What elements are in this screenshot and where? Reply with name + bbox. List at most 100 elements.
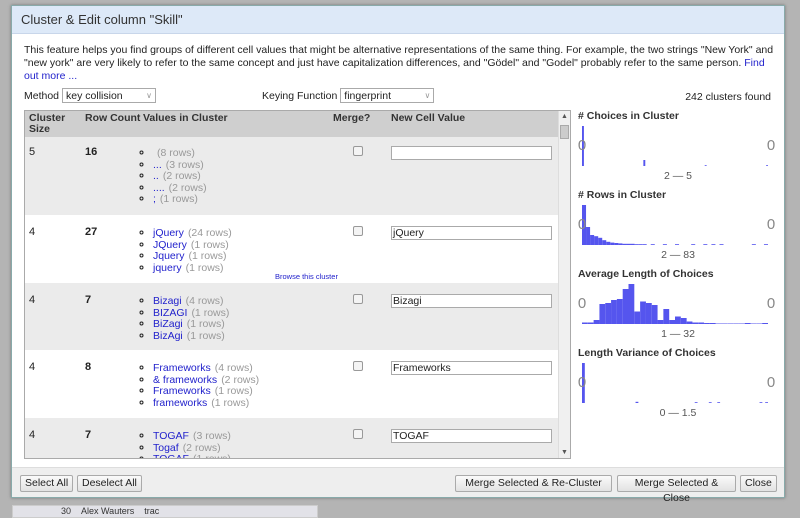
histogram-bar <box>766 165 768 166</box>
keying-function-select[interactable]: fingerprint ∨ <box>340 88 435 103</box>
histogram-bar <box>763 244 768 245</box>
histogram: Length Variance of Choices 0 — 1.5 0 0 <box>578 347 778 426</box>
range-handle[interactable]: 0 <box>767 216 775 233</box>
range-handle[interactable]: 0 <box>578 374 586 391</box>
histogram-bar <box>628 284 635 324</box>
cluster-value-link[interactable]: jQuery <box>153 227 184 239</box>
range-handle[interactable]: 0 <box>578 216 586 233</box>
col-cluster-size[interactable]: Cluster Size <box>29 112 66 135</box>
merge-recluster-button[interactable]: Merge Selected & Re-Cluster <box>455 475 612 492</box>
merge-checkbox[interactable] <box>353 146 363 156</box>
new-value-input[interactable]: jQuery <box>391 226 552 240</box>
find-out-more-link[interactable]: Find out more ... <box>24 57 765 82</box>
histogram-bar <box>587 322 594 324</box>
merge-close-button[interactable]: Merge Selected & Close <box>617 475 736 504</box>
select-all-button[interactable]: Select All <box>20 475 74 492</box>
table-header: Cluster Size Row Count Values in Cluster… <box>25 111 570 137</box>
range-handle[interactable]: 0 <box>767 295 775 312</box>
value-count: (1 rows) <box>185 261 224 274</box>
cluster-value-link[interactable]: frameworks <box>153 396 208 409</box>
range-handle[interactable]: 0 <box>767 374 775 391</box>
cluster-value-link[interactable]: & frameworks <box>153 373 218 386</box>
value-count: (1 rows) <box>188 250 227 262</box>
histogram-bar <box>756 323 763 324</box>
cluster-value: BIZAGI(1 rows) <box>153 306 333 320</box>
col-row-count[interactable]: Row Count <box>85 112 141 124</box>
histogram-bar <box>733 323 739 324</box>
dialog-title[interactable]: Cluster & Edit column "Skill" <box>12 6 784 34</box>
cluster-value-link[interactable]: Jquery <box>153 250 185 262</box>
histogram-bar <box>622 243 627 245</box>
row-count: 7 <box>85 294 92 306</box>
merge-checkbox[interactable] <box>353 294 363 304</box>
merge-checkbox[interactable] <box>353 429 363 439</box>
histogram-bar <box>680 318 687 324</box>
close-button[interactable]: Close <box>740 475 777 492</box>
new-value-input[interactable]: TOGAF <box>391 429 552 443</box>
histogram-bar <box>640 301 646 324</box>
histogram-bar <box>750 323 757 324</box>
cluster-value-link[interactable]: .. <box>153 170 159 182</box>
deselect-all-button[interactable]: Deselect All <box>77 475 142 492</box>
histogram-bar <box>645 303 652 324</box>
histogram-bar <box>638 244 643 245</box>
cluster-value-link[interactable]: BIZAGI <box>153 306 188 319</box>
method-select[interactable]: key collision ∨ <box>62 88 157 103</box>
histogram-bar <box>704 323 710 324</box>
cluster-value-link[interactable]: Frameworks <box>153 385 211 397</box>
histogram-title: # Choices in Cluster <box>578 110 679 122</box>
value-count: (1 rows) <box>191 306 230 319</box>
cluster-value-link[interactable]: ... <box>153 158 162 171</box>
scroll-up-icon[interactable]: ▲ <box>561 113 568 120</box>
histogram-title: Average Length of Choices <box>578 268 714 280</box>
cluster-value-link[interactable]: Frameworks <box>153 362 211 374</box>
cluster-value-link[interactable]: Bizagi <box>153 295 182 307</box>
histogram-bar <box>582 363 585 403</box>
browse-cluster-link[interactable]: Browse this cluster <box>275 272 338 281</box>
cluster-value: Frameworks(1 rows) <box>153 385 333 398</box>
row-number: 30 <box>61 506 72 516</box>
histogram-bar <box>593 320 600 324</box>
cluster-value-link[interactable]: TOGAF <box>153 430 189 442</box>
row-count: 16 <box>85 146 98 158</box>
range-handle[interactable]: 0 <box>578 137 586 154</box>
range-handle[interactable]: 0 <box>767 137 775 154</box>
col-new-value[interactable]: New Cell Value <box>391 112 466 124</box>
new-value-input[interactable]: Frameworks <box>391 361 552 375</box>
histogram-bar <box>610 242 615 245</box>
cluster-value: JQuery(1 rows) <box>153 238 333 252</box>
cluster-value-link[interactable]: ; <box>153 193 156 205</box>
cluster-edit-dialog: Cluster & Edit column "Skill" This featu… <box>11 5 785 504</box>
description-text: This feature helps you find groups of di… <box>24 44 774 69</box>
cluster-value: TOGAF(3 rows) <box>153 430 333 443</box>
merge-checkbox[interactable] <box>353 226 363 236</box>
cluster-size: 5 <box>29 146 36 158</box>
histogram-bar <box>751 244 756 245</box>
scroll-thumb[interactable] <box>560 125 569 139</box>
col-values[interactable]: Values in Cluster <box>143 112 228 124</box>
cluster-value: ...(3 rows) <box>153 158 333 172</box>
new-value-input[interactable]: Bizagi <box>391 294 552 308</box>
cluster-value-link[interactable]: .... <box>153 181 165 194</box>
histogram-bar <box>594 236 599 245</box>
scroll-down-icon[interactable]: ▼ <box>561 449 568 456</box>
keying-label: Keying Function <box>262 89 338 102</box>
new-value-input[interactable] <box>391 146 552 160</box>
cluster-value-link[interactable]: TOGAF <box>153 453 189 459</box>
cluster-value-link[interactable]: jquery <box>153 261 182 274</box>
merge-checkbox[interactable] <box>353 361 363 371</box>
scrollbar[interactable]: ▲ ▼ <box>558 111 570 458</box>
range-handle[interactable]: 0 <box>578 295 586 312</box>
col-merge[interactable]: Merge? <box>333 112 371 124</box>
cluster-value-link[interactable]: Togaf <box>153 441 179 454</box>
new-value-cell: Bizagi <box>391 294 570 350</box>
value-count: (1 rows) <box>190 238 229 251</box>
cluster-value-link[interactable]: JQuery <box>153 238 187 251</box>
cluster-value-link[interactable]: BiZagi <box>153 318 183 330</box>
cluster-value-link[interactable]: BizAgi <box>153 329 183 342</box>
histogram-bar <box>582 205 587 245</box>
